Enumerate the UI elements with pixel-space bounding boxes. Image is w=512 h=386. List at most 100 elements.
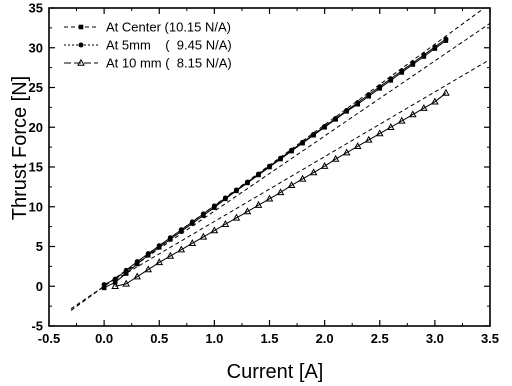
data-point (243, 207, 252, 215)
data-point (255, 171, 261, 177)
data-point (233, 187, 239, 193)
y-tick-label: 10 (29, 199, 43, 214)
data-point (410, 60, 416, 66)
x-tick-label: 0.0 (95, 331, 113, 346)
data-point (443, 36, 449, 42)
x-tick-label: -0.5 (38, 331, 60, 346)
data-point (111, 282, 119, 289)
y-tick-label: 20 (29, 120, 43, 135)
data-point (155, 258, 164, 266)
data-point (300, 139, 306, 145)
data-point (331, 154, 340, 162)
legend: At Center (10.15 N/A) At 5mm ( 9.45 N/A) A… (64, 20, 232, 71)
data-point (388, 76, 394, 82)
data-point (278, 155, 284, 161)
x-tick-label: 0.5 (150, 331, 168, 346)
x-tick-label: 3.0 (426, 331, 444, 346)
x-tick-label: 2.5 (371, 331, 389, 346)
series-line (115, 92, 447, 287)
data-point (188, 239, 197, 247)
data-point (145, 251, 151, 257)
data-point (122, 279, 131, 287)
y-tick-label: 30 (29, 40, 43, 55)
data-point (244, 179, 250, 185)
data-point (177, 245, 186, 253)
data-point (189, 219, 195, 225)
data-point (200, 211, 206, 217)
data-point (199, 232, 208, 240)
data-point (265, 194, 274, 202)
data-point (377, 84, 383, 90)
data-point (254, 200, 263, 208)
legend-swatch-marker (78, 42, 84, 48)
series-1 (70, 22, 490, 310)
data-point (210, 226, 219, 234)
data-point (408, 110, 417, 118)
data-point (311, 131, 317, 137)
y-tick-label: -5 (31, 319, 43, 334)
data-point (166, 251, 175, 259)
series-line (103, 40, 447, 289)
data-point (353, 142, 362, 150)
data-point (133, 272, 142, 280)
x-tick-label: 3.5 (481, 331, 499, 346)
data-point (298, 174, 307, 182)
data-point (397, 116, 406, 124)
data-point (442, 88, 450, 96)
legend-entry: At Center (10.15 N/A) (106, 20, 231, 35)
data-point (101, 282, 107, 288)
x-axis-label: Current [A] (227, 361, 324, 383)
data-point (421, 52, 427, 58)
data-point (211, 203, 217, 209)
data-point (364, 135, 373, 143)
data-point (267, 163, 272, 169)
data-point (112, 276, 118, 282)
data-point (123, 267, 129, 273)
x-tick-label: 2.0 (316, 331, 334, 346)
data-point (134, 259, 140, 265)
series-line (103, 38, 447, 286)
axis-ticks: -0.5 0.0 0.5 1.0 1.5 2.0 2.5 3.0 3.5 -5 0 5 10 15 20 25… (29, 1, 500, 347)
data-point (101, 285, 107, 291)
data-point (431, 97, 439, 105)
y-axis-label: Thrust Force [N] (9, 76, 31, 220)
data-point (320, 161, 329, 169)
data-point (221, 220, 230, 227)
data-point (322, 123, 328, 129)
series-2 (111, 59, 490, 289)
data-point (178, 227, 184, 233)
data-point (375, 129, 384, 137)
data-point (287, 181, 296, 188)
data-point (144, 265, 153, 273)
data-point (420, 103, 428, 111)
data-point (276, 188, 285, 196)
data-point (222, 195, 228, 201)
y-tick-label: 5 (36, 239, 43, 254)
data-point (232, 213, 241, 221)
data-point (355, 100, 361, 106)
data-point (386, 123, 395, 130)
legend-entry: At 5mm ( 9.45 N/A) (106, 38, 232, 53)
series-layer (70, 8, 490, 311)
fit-line (70, 22, 490, 310)
legend-swatch-marker (78, 24, 84, 30)
legend-swatch-marker (77, 58, 85, 66)
data-point (344, 108, 350, 114)
data-point (333, 116, 339, 122)
data-point (399, 68, 405, 74)
data-point (156, 243, 162, 249)
data-point (123, 271, 129, 276)
data-point (432, 44, 438, 50)
y-tick-label: 25 (29, 80, 43, 95)
data-point (342, 148, 351, 156)
y-tick-label: 15 (29, 160, 43, 175)
fit-line (114, 59, 490, 281)
data-point (167, 235, 173, 241)
data-point (289, 147, 295, 153)
legend-entry: At 10 mm ( 8.15 N/A) (106, 56, 232, 71)
x-tick-label: 1.0 (205, 331, 223, 346)
y-tick-label: 0 (36, 279, 43, 294)
y-tick-label: 35 (29, 1, 43, 16)
data-point (309, 168, 318, 176)
